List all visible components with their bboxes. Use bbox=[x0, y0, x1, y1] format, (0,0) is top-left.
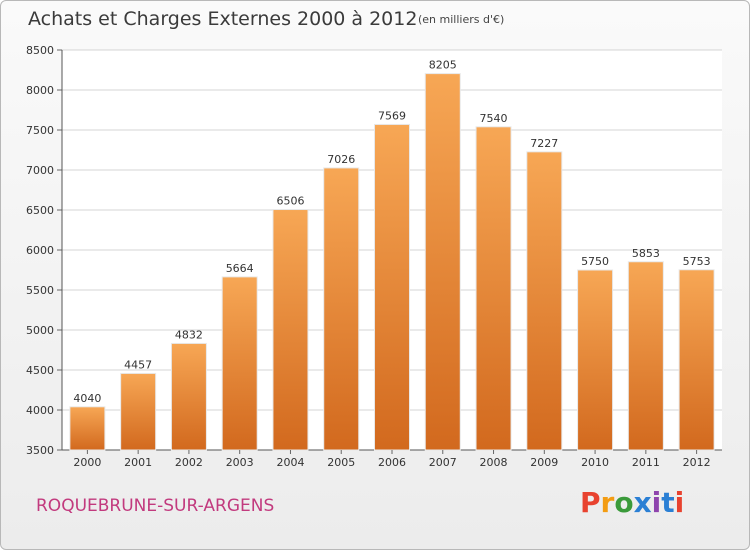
proxiti-logo: Proxiti bbox=[580, 486, 684, 519]
bar-2011 bbox=[627, 261, 664, 451]
x-tick-label: 2002 bbox=[175, 456, 203, 469]
data-label: 4040 bbox=[73, 392, 101, 405]
data-label: 7569 bbox=[378, 109, 406, 122]
x-tick-label: 2007 bbox=[429, 456, 457, 469]
data-label: 7227 bbox=[530, 137, 558, 150]
y-tick-label: 7500 bbox=[26, 124, 54, 137]
bar-2004 bbox=[272, 209, 309, 451]
y-tick-label: 5500 bbox=[26, 284, 54, 297]
bar-2009 bbox=[526, 151, 563, 451]
y-tick-label: 8500 bbox=[26, 44, 54, 57]
data-label: 7540 bbox=[480, 112, 508, 125]
x-tick-label: 2010 bbox=[581, 456, 609, 469]
x-tick-label: 2005 bbox=[327, 456, 355, 469]
x-tick-label: 2009 bbox=[530, 456, 558, 469]
y-tick-label: 6500 bbox=[26, 204, 54, 217]
x-tick-label: 2000 bbox=[73, 456, 101, 469]
data-label: 8205 bbox=[429, 59, 457, 72]
logo-letter: x bbox=[633, 486, 652, 519]
x-tick-label: 2006 bbox=[378, 456, 406, 469]
logo-letter: P bbox=[580, 486, 601, 519]
y-tick-label: 5000 bbox=[26, 324, 54, 337]
city-name: ROQUEBRUNE-SUR-ARGENS bbox=[36, 496, 275, 516]
data-label: 4457 bbox=[124, 358, 152, 371]
bar-2008 bbox=[475, 126, 512, 451]
y-tick-label: 7000 bbox=[26, 164, 54, 177]
data-label: 5853 bbox=[632, 247, 660, 260]
x-tick-label: 2008 bbox=[480, 456, 508, 469]
data-label: 7026 bbox=[327, 153, 355, 166]
logo-letter: r bbox=[600, 486, 615, 519]
x-tick-label: 2012 bbox=[683, 456, 711, 469]
y-tick-label: 4500 bbox=[26, 364, 54, 377]
data-label: 6506 bbox=[276, 195, 304, 208]
chart-subtitle: (en milliers d'€) bbox=[418, 13, 505, 26]
bar-2005 bbox=[323, 167, 360, 451]
logo-letter: i bbox=[674, 486, 685, 519]
x-tick-label: 2004 bbox=[276, 456, 304, 469]
y-tick-label: 3500 bbox=[26, 444, 54, 457]
data-label: 5753 bbox=[683, 255, 711, 268]
bar-2010 bbox=[577, 269, 614, 451]
data-label: 5750 bbox=[581, 255, 609, 268]
y-tick-label: 6000 bbox=[26, 244, 54, 257]
logo-letter: o bbox=[614, 486, 634, 519]
y-tick-label: 8000 bbox=[26, 84, 54, 97]
x-tick-label: 2001 bbox=[124, 456, 152, 469]
data-label: 4832 bbox=[175, 328, 203, 341]
bar-2003 bbox=[221, 276, 258, 451]
logo-letter: i bbox=[651, 486, 662, 519]
data-label: 5664 bbox=[226, 262, 254, 275]
bar-2012 bbox=[678, 269, 715, 451]
logo-letter: t bbox=[661, 486, 675, 519]
x-tick-label: 2003 bbox=[226, 456, 254, 469]
x-tick-label: 2011 bbox=[632, 456, 660, 469]
bar-2002 bbox=[170, 342, 207, 451]
bar-2001 bbox=[120, 372, 157, 451]
bar-2006 bbox=[374, 123, 410, 451]
bar-2000 bbox=[69, 406, 106, 451]
y-tick-label: 4000 bbox=[26, 404, 54, 417]
chart-title: Achats et Charges Externes 2000 à 2012 bbox=[28, 8, 418, 30]
bar-2007 bbox=[424, 73, 461, 451]
